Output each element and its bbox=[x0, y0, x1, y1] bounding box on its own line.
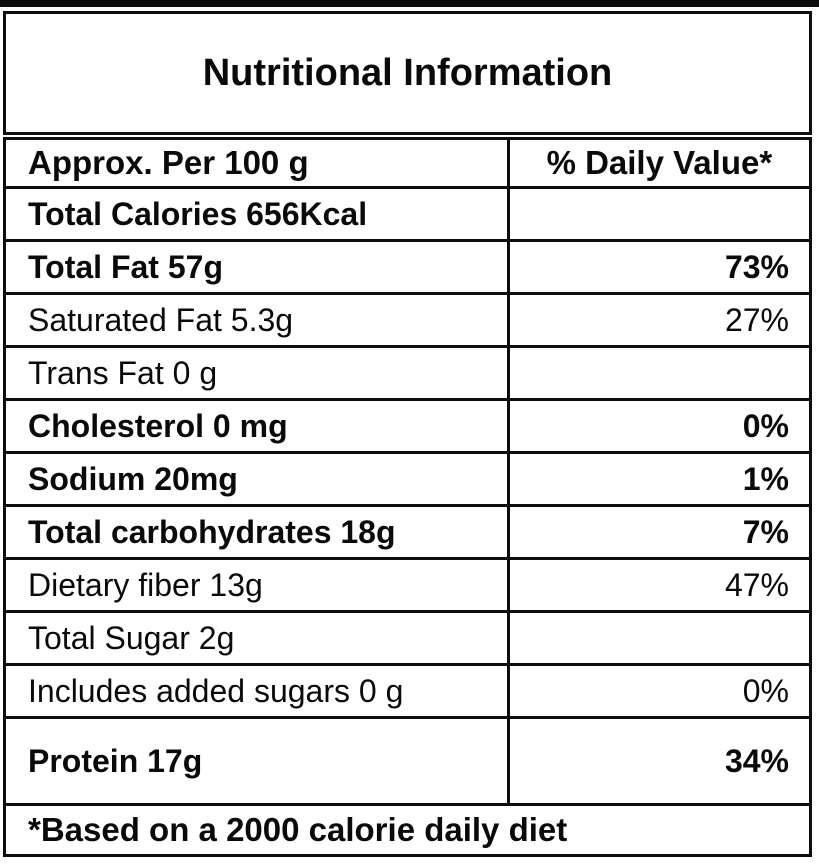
nutrient-daily-value: 0% bbox=[506, 398, 813, 454]
table-header-row: Approx. Per 100 g % Daily Value* bbox=[3, 137, 813, 189]
footer-row: *Based on a 2000 calorie daily diet bbox=[3, 803, 812, 857]
nutrient-daily-value: 27% bbox=[506, 292, 813, 348]
nutrient-daily-value bbox=[506, 186, 813, 242]
nutrient-label: Includes added sugars 0 g bbox=[3, 663, 510, 719]
nutrient-daily-value: 47% bbox=[506, 557, 813, 613]
nutrient-daily-value: 73% bbox=[506, 239, 813, 295]
nutrient-daily-value bbox=[506, 610, 813, 666]
nutrient-label: Total Calories 656Kcal bbox=[3, 186, 510, 242]
nutrition-table: Approx. Per 100 g % Daily Value* Total C… bbox=[3, 137, 813, 857]
row-trans-fat: Trans Fat 0 g bbox=[3, 345, 813, 401]
page-title: Nutritional Information bbox=[202, 51, 613, 94]
nutrient-daily-value: 7% bbox=[506, 504, 813, 560]
nutrient-label: Total Fat 57g bbox=[3, 239, 510, 295]
footnote: *Based on a 2000 calorie daily diet bbox=[3, 803, 812, 857]
row-total-calories: Total Calories 656Kcal bbox=[3, 186, 813, 242]
top-border-bar bbox=[0, 0, 819, 7]
title-box: Nutritional Information bbox=[3, 11, 812, 135]
nutrient-label: Total carbohydrates 18g bbox=[3, 504, 510, 560]
header-daily-value: % Daily Value* bbox=[506, 137, 813, 189]
row-added-sugars: Includes added sugars 0 g 0% bbox=[3, 663, 813, 719]
nutrient-daily-value: 0% bbox=[506, 663, 813, 719]
row-total-sugar: Total Sugar 2g bbox=[3, 610, 813, 666]
nutrient-label: Protein 17g bbox=[3, 716, 510, 806]
nutrient-daily-value bbox=[506, 345, 813, 401]
row-sodium: Sodium 20mg 1% bbox=[3, 451, 813, 507]
nutrient-daily-value: 34% bbox=[506, 716, 813, 806]
row-protein: Protein 17g 34% bbox=[3, 716, 813, 806]
nutrient-daily-value: 1% bbox=[506, 451, 813, 507]
nutrient-label: Dietary fiber 13g bbox=[3, 557, 510, 613]
header-serving-size: Approx. Per 100 g bbox=[3, 137, 510, 189]
nutrient-label: Saturated Fat 5.3g bbox=[3, 292, 510, 348]
row-total-carbohydrates: Total carbohydrates 18g 7% bbox=[3, 504, 813, 560]
nutrient-label: Sodium 20mg bbox=[3, 451, 510, 507]
nutrient-label: Total Sugar 2g bbox=[3, 610, 510, 666]
nutrient-label: Cholesterol 0 mg bbox=[3, 398, 510, 454]
row-saturated-fat: Saturated Fat 5.3g 27% bbox=[3, 292, 813, 348]
row-total-fat: Total Fat 57g 73% bbox=[3, 239, 813, 295]
row-cholesterol: Cholesterol 0 mg 0% bbox=[3, 398, 813, 454]
row-dietary-fiber: Dietary fiber 13g 47% bbox=[3, 557, 813, 613]
nutrient-label: Trans Fat 0 g bbox=[3, 345, 510, 401]
